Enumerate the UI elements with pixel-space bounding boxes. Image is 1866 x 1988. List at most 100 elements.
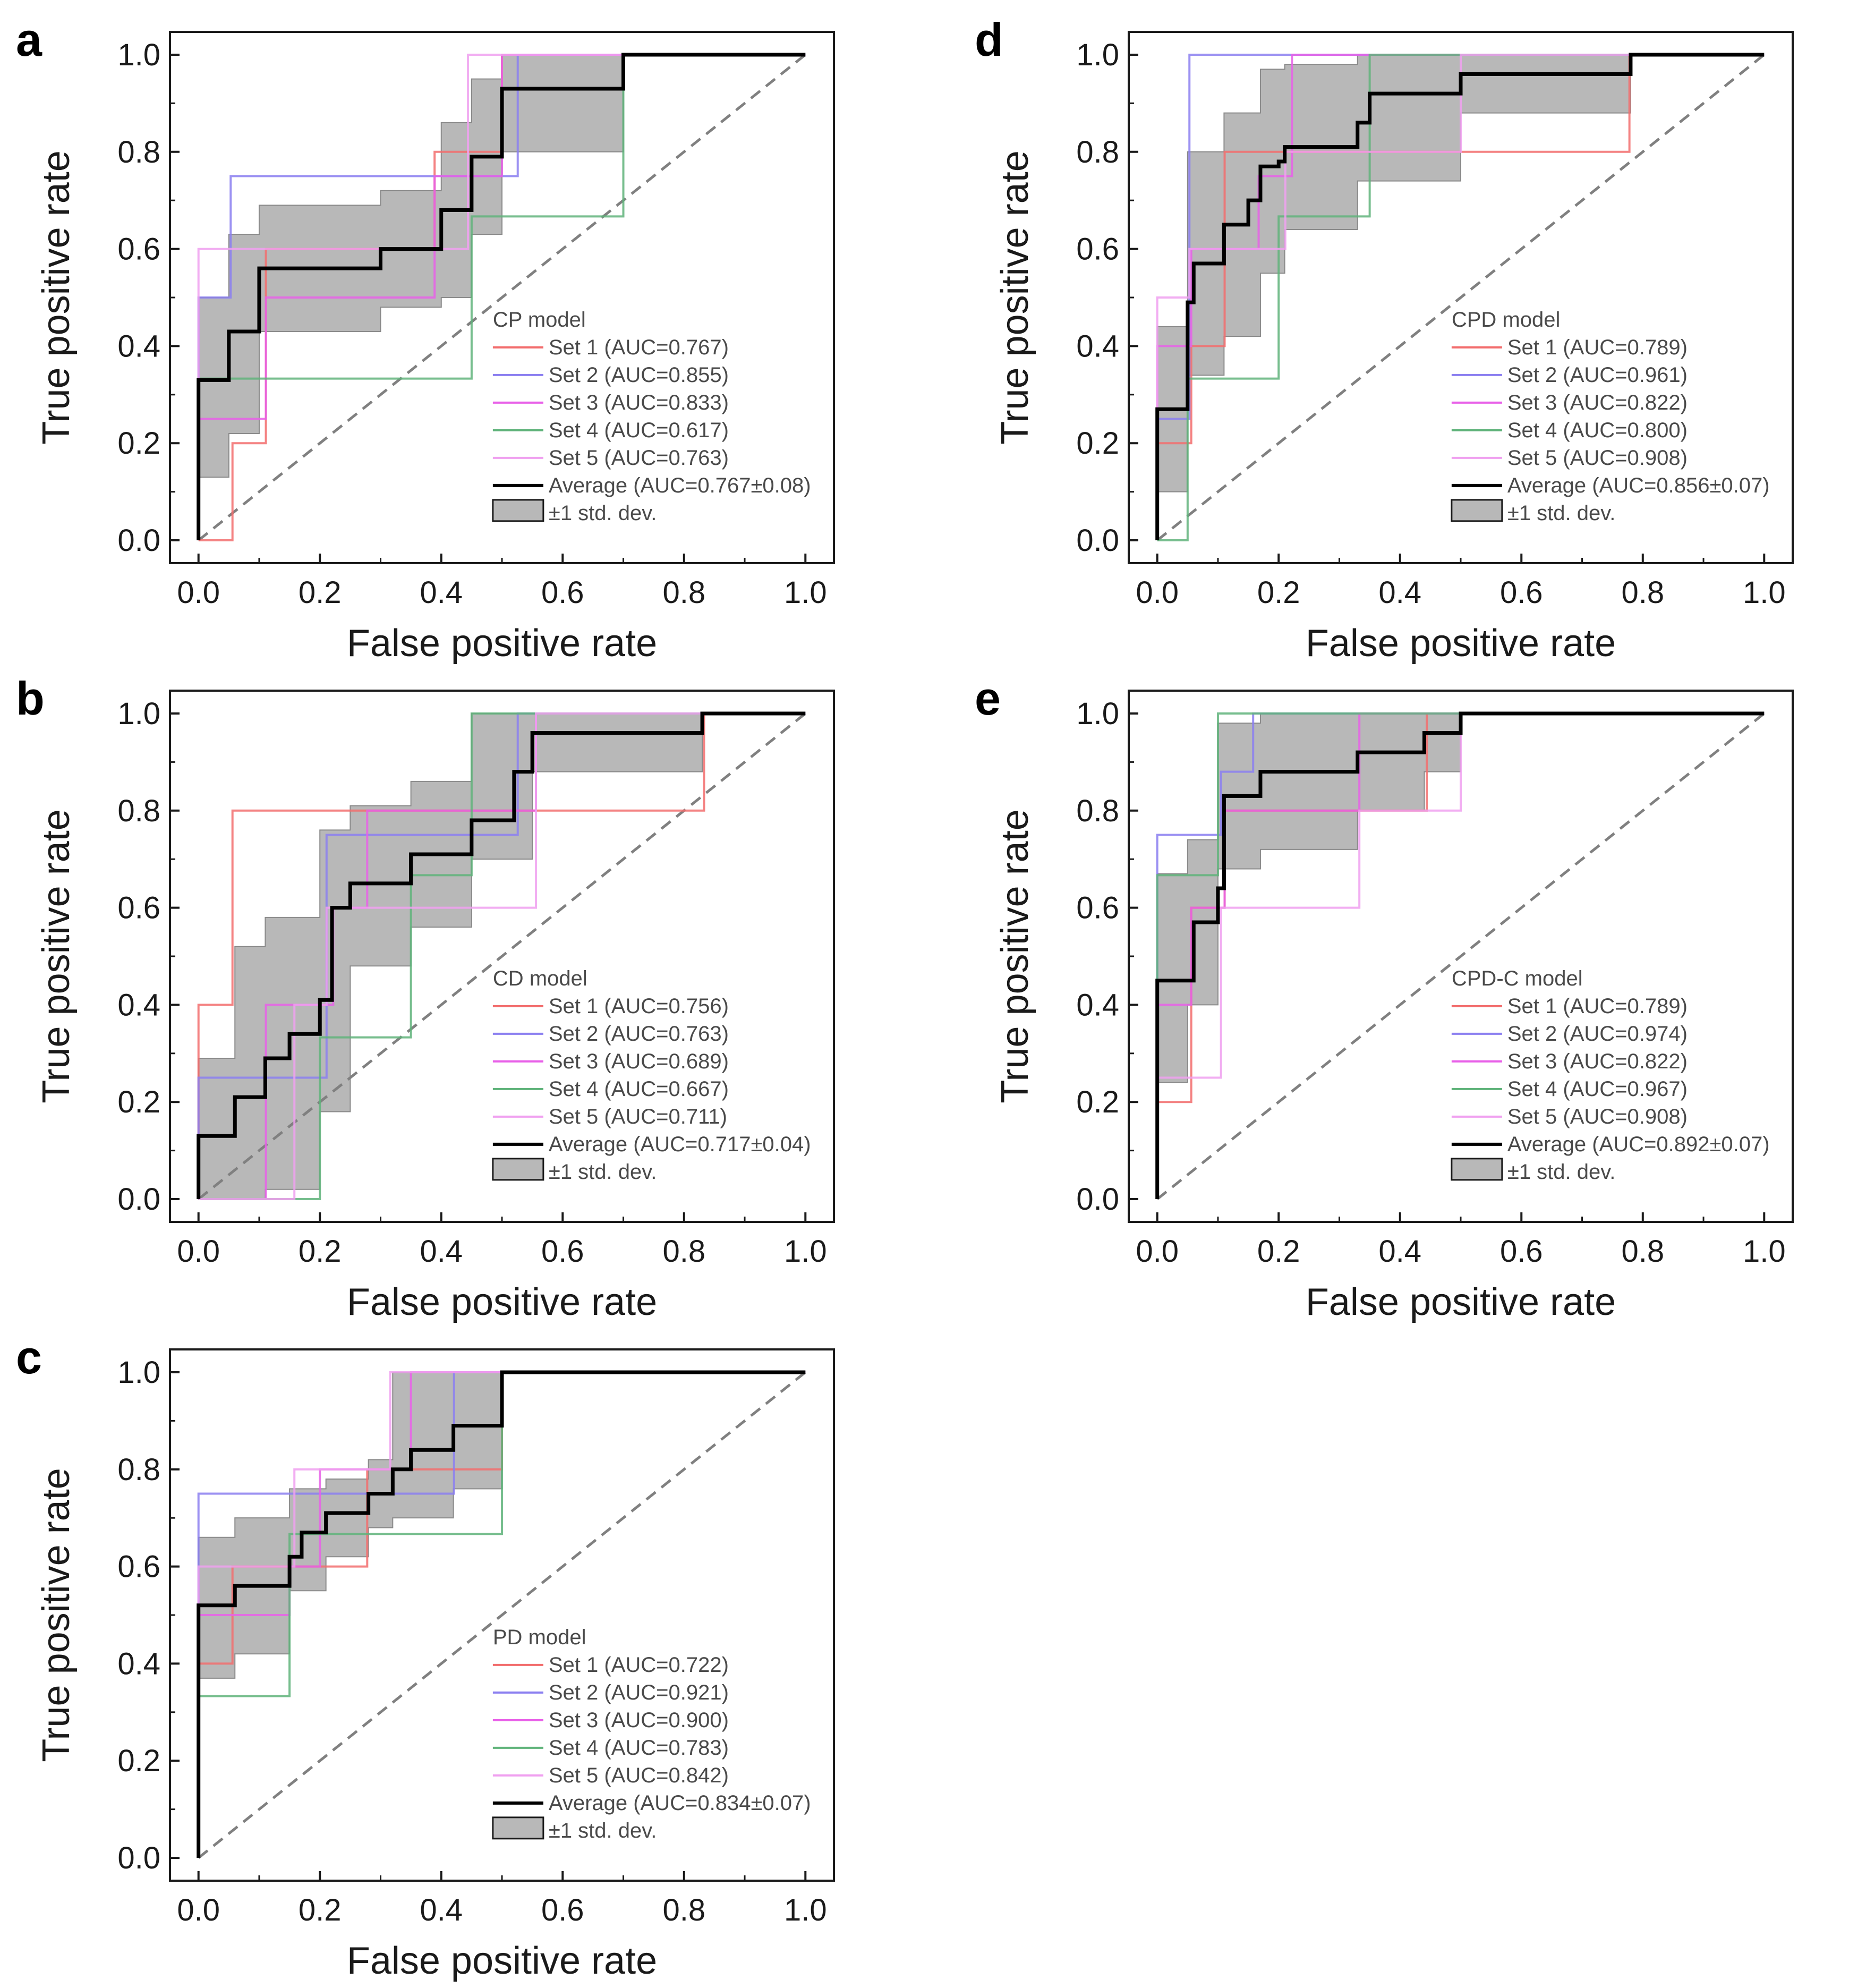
y-tick-label: 0.6 bbox=[1076, 232, 1119, 267]
y-tick-label: 0.2 bbox=[117, 426, 160, 461]
legend-swatch-std-dev bbox=[1451, 499, 1503, 522]
average-roc-curve bbox=[197, 1370, 806, 1858]
chance-diagonal-line bbox=[198, 1371, 806, 1859]
y-tick-label: 0.0 bbox=[117, 1182, 160, 1217]
x-tick-label: 0.8 bbox=[662, 1234, 705, 1269]
set-5-roc-curve bbox=[1156, 712, 1765, 1200]
x-tick-label: 0.0 bbox=[177, 575, 220, 610]
set-2-roc-curve bbox=[197, 53, 806, 541]
y-tick-label: 0.8 bbox=[117, 794, 160, 828]
legend-label-set-2: Set 2 (AUC=0.763) bbox=[549, 1022, 729, 1046]
legend-swatch-std-dev bbox=[492, 1158, 544, 1181]
y-tick-label: 0.6 bbox=[117, 232, 160, 267]
y-tick-label: 0.0 bbox=[1076, 523, 1119, 558]
legend-label-set-5: Set 5 (AUC=0.842) bbox=[549, 1764, 729, 1787]
legend-label-set-4: Set 4 (AUC=0.967) bbox=[1507, 1077, 1688, 1101]
y-axis-label: True positive rate bbox=[35, 809, 78, 1103]
y-tick-label: 0.8 bbox=[1076, 794, 1119, 828]
panel-letter: a bbox=[16, 13, 42, 66]
legend: CD model Set 1 (AUC=0.756) Set 2 (AUC=0.76… bbox=[492, 967, 811, 1184]
legend: CP model Set 1 (AUC=0.767) Set 2 (AUC=0.85… bbox=[492, 308, 811, 525]
x-axis-label: False positive rate bbox=[347, 1281, 657, 1323]
y-tick-label: 0.8 bbox=[117, 135, 160, 169]
legend-label-set-5: Set 5 (AUC=0.908) bbox=[1507, 446, 1688, 470]
legend-title: CP model bbox=[493, 308, 586, 332]
x-tick-label: 0.2 bbox=[1257, 1234, 1300, 1269]
x-tick-label: 0.0 bbox=[1136, 1234, 1179, 1269]
x-tick-label: 1.0 bbox=[1743, 1234, 1786, 1269]
y-tick-label: 0.6 bbox=[1076, 891, 1119, 925]
panel-c: c 0.0 0.0 0.2 0.2 0.4 0.4 0.6 0.6 0.8 0.8 1.0 1.0 Fal… bbox=[16, 1331, 835, 1982]
x-tick-label: 0.6 bbox=[1500, 1234, 1543, 1269]
y-tick-label: 0.2 bbox=[1076, 1085, 1119, 1119]
x-tick-label: 0.6 bbox=[541, 1234, 584, 1269]
x-tick-label: 0.4 bbox=[1378, 1234, 1421, 1269]
x-tick-label: 0.8 bbox=[1621, 575, 1664, 610]
y-tick-label: 0.0 bbox=[117, 1841, 160, 1875]
y-tick-label: 1.0 bbox=[1076, 38, 1119, 72]
plot-area bbox=[1155, 711, 1765, 1200]
legend-label-set-2: Set 2 (AUC=0.921) bbox=[549, 1681, 729, 1704]
legend: CPD-C model Set 1 (AUC=0.789) Set 2 (AUC=0… bbox=[1451, 967, 1770, 1184]
legend-label-set-1: Set 1 (AUC=0.722) bbox=[549, 1653, 729, 1677]
legend-swatch-std-dev bbox=[492, 499, 544, 522]
x-tick-label: 0.6 bbox=[1500, 575, 1543, 610]
y-tick-label: 0.4 bbox=[117, 1646, 160, 1681]
x-tick-label: 1.0 bbox=[784, 575, 827, 610]
y-tick-label: 0.4 bbox=[1076, 988, 1119, 1022]
legend-label-set-1: Set 1 (AUC=0.767) bbox=[549, 336, 729, 359]
y-tick-label: 0.6 bbox=[117, 891, 160, 925]
x-tick-label: 1.0 bbox=[784, 1234, 827, 1269]
y-tick-label: 0.8 bbox=[117, 1452, 160, 1487]
legend-label-set-3: Set 3 (AUC=0.833) bbox=[549, 391, 729, 414]
legend-label-set-4: Set 4 (AUC=0.617) bbox=[549, 419, 729, 442]
legend: CPD model Set 1 (AUC=0.789) Set 2 (AUC=0.9… bbox=[1451, 308, 1770, 525]
average-roc-curve bbox=[197, 711, 806, 1200]
legend-title: CPD-C model bbox=[1452, 967, 1583, 990]
y-tick-label: 0.4 bbox=[1076, 329, 1119, 363]
legend-label-set-2: Set 2 (AUC=0.974) bbox=[1507, 1022, 1688, 1046]
set-5-roc-curve bbox=[198, 712, 806, 1201]
legend-label-set-1: Set 1 (AUC=0.789) bbox=[1507, 995, 1688, 1018]
average-roc-curve bbox=[1155, 53, 1765, 541]
chance-diagonal-line bbox=[1156, 54, 1765, 541]
panel-letter: b bbox=[16, 672, 45, 725]
legend-label-set-2: Set 2 (AUC=0.855) bbox=[549, 363, 729, 387]
x-axis-label: False positive rate bbox=[1306, 622, 1616, 665]
x-tick-label: 0.0 bbox=[1136, 575, 1179, 610]
chance-diagonal-line bbox=[198, 712, 806, 1200]
x-tick-label: 1.0 bbox=[1743, 575, 1786, 610]
legend-label-average: Average (AUC=0.834±0.07) bbox=[549, 1791, 811, 1815]
x-tick-label: 0.2 bbox=[299, 1893, 342, 1927]
legend-title: CPD model bbox=[1452, 308, 1561, 332]
x-tick-label: 0.4 bbox=[420, 1234, 463, 1269]
plot-area bbox=[197, 711, 806, 1201]
y-tick-label: 0.2 bbox=[117, 1744, 160, 1778]
y-axis-label: True positive rate bbox=[35, 150, 78, 445]
chance-diagonal-line bbox=[198, 54, 806, 541]
panel-letter: e bbox=[975, 672, 1001, 725]
legend-label-set-3: Set 3 (AUC=0.689) bbox=[549, 1050, 729, 1073]
legend-label-set-5: Set 5 (AUC=0.908) bbox=[1507, 1105, 1688, 1128]
legend-label-std-dev: ±1 std. dev. bbox=[1507, 1160, 1616, 1184]
legend-label-set-4: Set 4 (AUC=0.783) bbox=[549, 1736, 729, 1760]
x-tick-label: 1.0 bbox=[784, 1893, 827, 1927]
panel-b: b 0.0 0.0 0.2 0.2 0.4 0.4 0.6 0.6 0.8 0.8 1.0 1.0 Fal… bbox=[16, 672, 835, 1323]
legend-label-set-3: Set 3 (AUC=0.900) bbox=[549, 1709, 729, 1732]
x-tick-label: 0.6 bbox=[541, 575, 584, 610]
panel-letter: d bbox=[975, 13, 1003, 66]
y-axis-label: True positive rate bbox=[35, 1468, 78, 1762]
legend-label-set-2: Set 2 (AUC=0.961) bbox=[1507, 363, 1688, 387]
legend: PD model Set 1 (AUC=0.722) Set 2 (AUC=0.92… bbox=[492, 1626, 811, 1842]
panel-d: d 0.0 0.0 0.2 0.2 0.4 0.4 0.6 0.6 0.8 0.8 1.0 1.0 Fal… bbox=[975, 13, 1794, 665]
legend-label-std-dev: ±1 std. dev. bbox=[1507, 502, 1616, 525]
y-axis-label: True positive rate bbox=[994, 809, 1036, 1103]
legend-label-set-5: Set 5 (AUC=0.711) bbox=[549, 1105, 727, 1128]
set-4-roc-curve bbox=[1157, 53, 1765, 542]
legend-label-set-4: Set 4 (AUC=0.800) bbox=[1507, 419, 1688, 442]
set-5-roc-curve bbox=[197, 53, 806, 541]
legend-label-set-5: Set 5 (AUC=0.763) bbox=[549, 446, 729, 470]
legend-title: PD model bbox=[493, 1626, 586, 1649]
x-tick-label: 0.2 bbox=[299, 575, 342, 610]
